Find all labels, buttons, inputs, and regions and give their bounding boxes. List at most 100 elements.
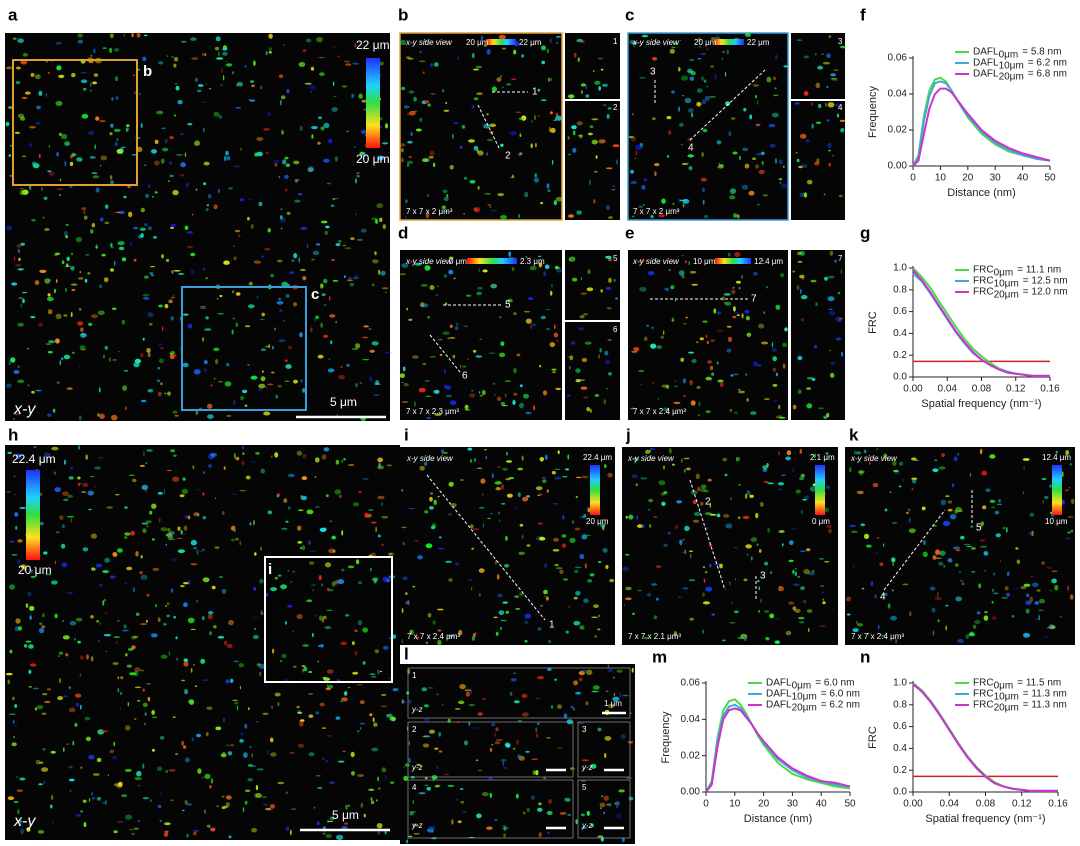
fluorescence-spot xyxy=(158,517,161,523)
fluorescence-spot xyxy=(264,247,271,251)
fluorescence-spot xyxy=(799,288,802,294)
fluorescence-spot xyxy=(519,133,522,137)
fluorescence-spot xyxy=(315,315,320,320)
fluorescence-spot xyxy=(860,523,865,527)
fluorescence-spot xyxy=(184,515,189,519)
fluorescence-spot xyxy=(152,567,160,572)
fluorescence-spot xyxy=(92,773,100,776)
fluorescence-spot xyxy=(251,84,255,88)
fluorescence-spot xyxy=(154,139,159,144)
fluorescence-spot xyxy=(993,572,995,576)
fluorescence-spot xyxy=(150,266,155,268)
fluorescence-spot xyxy=(565,630,569,634)
fluorescence-spot xyxy=(26,347,30,350)
fluorescence-spot xyxy=(708,96,717,98)
fluorescence-spot xyxy=(806,179,813,185)
legend-label: FRC xyxy=(973,265,994,276)
fluorescence-spot xyxy=(216,57,224,60)
legend-subscript: 10μm xyxy=(792,692,817,703)
fluorescence-spot xyxy=(322,158,330,163)
fluorescence-spot xyxy=(524,613,532,619)
fluorescence-spot xyxy=(504,380,512,382)
fluorescence-spot xyxy=(139,571,143,575)
fluorescence-spot xyxy=(364,512,369,518)
fluorescence-spot xyxy=(250,375,258,380)
fluorescence-spot xyxy=(713,308,717,314)
fluorescence-spot xyxy=(72,740,75,746)
fluorescence-spot xyxy=(486,152,488,156)
fluorescence-spot xyxy=(979,539,986,542)
fluorescence-spot xyxy=(68,778,75,782)
fluorescence-spot xyxy=(1006,527,1008,533)
fluorescence-spot xyxy=(752,271,759,276)
fluorescence-spot xyxy=(750,537,758,542)
fluorescence-spot xyxy=(1025,608,1030,614)
series-line xyxy=(912,269,1050,377)
fluorescence-spot xyxy=(325,494,329,498)
fluorescence-spot xyxy=(478,568,485,573)
fluorescence-spot xyxy=(130,530,136,536)
fluorescence-spot xyxy=(724,301,732,306)
fluorescence-spot xyxy=(186,246,194,248)
fluorescence-spot xyxy=(580,827,588,829)
fluorescence-spot xyxy=(416,763,421,766)
fluorescence-spot xyxy=(215,36,221,42)
fluorescence-spot xyxy=(540,315,546,320)
fluorescence-spot xyxy=(99,413,105,419)
fluorescence-spot xyxy=(149,323,153,326)
fluorescence-spot xyxy=(992,588,995,592)
fluorescence-spot xyxy=(549,38,552,44)
fluorescence-spot xyxy=(814,161,820,166)
fluorescence-spot xyxy=(21,155,27,158)
fluorescence-spot xyxy=(274,327,276,331)
fluorescence-spot xyxy=(158,304,164,308)
y-axis-label: FRC xyxy=(867,726,879,749)
fluorescence-spot xyxy=(985,488,991,493)
fluorescence-spot xyxy=(250,80,254,83)
image-annotation: 7 x 7 x 2 μm³ xyxy=(406,207,453,216)
fluorescence-spot xyxy=(235,106,241,109)
fluorescence-spot xyxy=(648,509,650,511)
fluorescence-spot xyxy=(593,604,599,608)
fluorescence-spot xyxy=(696,386,701,389)
fluorescence-spot xyxy=(234,229,241,233)
panel-label: h xyxy=(8,425,18,444)
fluorescence-spot xyxy=(603,795,609,801)
fluorescence-spot xyxy=(736,456,741,462)
micrograph-texture xyxy=(399,251,563,419)
fluorescence-spot xyxy=(760,151,765,155)
fluorescence-spot xyxy=(278,339,286,343)
fluorescence-spot xyxy=(956,549,961,552)
fluorescence-spot xyxy=(691,358,697,364)
fluorescence-spot xyxy=(332,549,336,553)
fluorescence-spot xyxy=(342,750,346,753)
fluorescence-spot xyxy=(599,348,602,353)
fluorescence-spot xyxy=(345,804,348,810)
fluorescence-spot xyxy=(125,406,127,411)
fluorescence-spot xyxy=(17,113,25,119)
fluorescence-spot xyxy=(497,593,503,598)
fluorescence-spot xyxy=(223,260,230,265)
fluorescence-spot xyxy=(491,722,496,727)
fluorescence-spot xyxy=(603,399,607,404)
fluorescence-spot xyxy=(785,456,791,461)
fluorescence-spot xyxy=(921,506,926,511)
fluorescence-spot xyxy=(92,81,97,85)
fluorescence-spot xyxy=(1044,636,1048,639)
micrograph-texture xyxy=(400,34,563,220)
fluorescence-spot xyxy=(45,343,52,345)
fluorescence-spot xyxy=(70,312,73,318)
fluorescence-spot xyxy=(109,33,114,39)
fluorescence-spot xyxy=(846,613,851,616)
fluorescence-spot xyxy=(374,649,380,654)
series-line xyxy=(705,707,851,793)
fluorescence-spot xyxy=(679,122,684,127)
fluorescence-spot xyxy=(99,120,106,123)
fluorescence-spot xyxy=(622,566,629,572)
fluorescence-spot xyxy=(654,171,657,177)
fluorescence-spot xyxy=(468,139,475,143)
fluorescence-spot xyxy=(443,274,447,278)
fluorescence-spot xyxy=(800,586,805,590)
fluorescence-spot xyxy=(331,581,336,587)
image-annotation: 5 μm xyxy=(332,808,359,822)
